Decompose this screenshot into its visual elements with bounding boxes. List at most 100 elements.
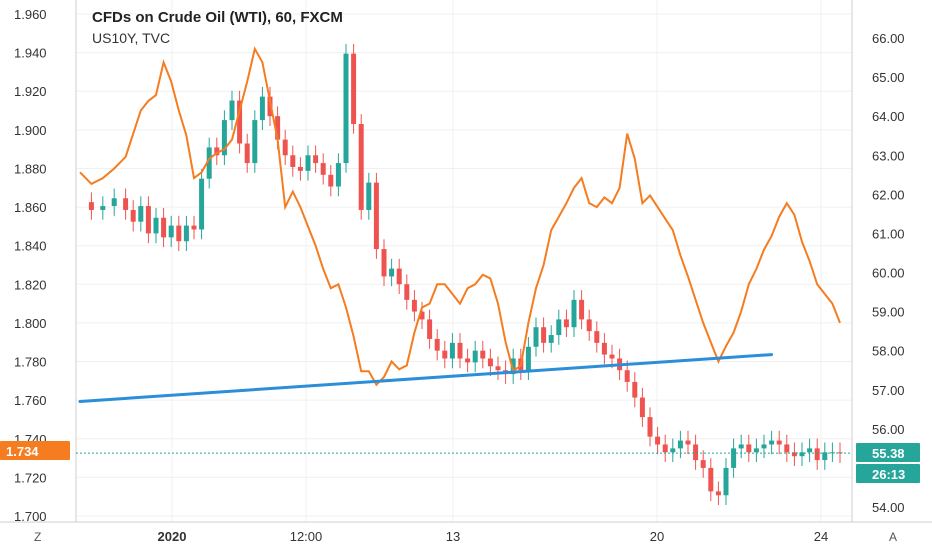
crude-oil-candles[interactable]	[88, 43, 843, 506]
right-tick-label: 62.00	[872, 187, 905, 202]
candle-body	[510, 358, 516, 375]
candle-body	[88, 202, 94, 210]
candle-body	[404, 284, 410, 300]
candle-body	[799, 452, 805, 457]
time-axis-ticks[interactable]: 2020 12:00 13 20 24	[158, 529, 829, 544]
time-tick-label: 20	[650, 529, 664, 544]
candle-body	[647, 417, 653, 437]
candle-body	[746, 444, 752, 453]
candle-body	[624, 370, 630, 382]
candle-body	[206, 147, 212, 179]
candle-body	[822, 452, 828, 461]
auto-scale-button[interactable]: A	[880, 526, 910, 546]
candle-body	[548, 335, 554, 343]
time-tick-label: 13	[446, 529, 460, 544]
candle-body	[639, 397, 645, 418]
chart-subtitle: US10Y, TVC	[92, 30, 170, 46]
candle-body	[199, 178, 205, 230]
right-tick-label: 63.00	[872, 148, 905, 163]
vertical-gridlines	[171, 0, 822, 522]
countdown-badge-label: 26:13	[872, 467, 905, 482]
candle-body	[111, 198, 117, 207]
candle-body	[434, 338, 440, 351]
left-tick-label: 1.920	[14, 84, 47, 99]
candle-body	[541, 327, 547, 343]
left-price-badge-label: 1.734	[6, 444, 39, 459]
right-tick-label: 60.00	[872, 266, 905, 281]
candle-body	[366, 182, 372, 210]
candle-body	[252, 120, 258, 164]
candle-body	[183, 225, 189, 242]
candle-body	[487, 358, 493, 367]
right-price-badge-label: 55.38	[872, 446, 905, 461]
left-tick-label: 1.820	[14, 277, 47, 292]
candle-body	[161, 217, 167, 238]
chart-title: CFDs on Crude Oil (WTI), 60, FXCM	[92, 9, 343, 26]
candle-body	[123, 198, 129, 210]
time-tick-label: 2020	[158, 529, 187, 544]
support-trendline[interactable]	[78, 353, 774, 403]
candle-body	[632, 381, 638, 398]
left-price-badge: 1.734	[0, 441, 70, 460]
candle-body	[670, 448, 676, 453]
time-tick-label: 24	[814, 529, 828, 544]
candle-body	[533, 327, 539, 347]
candle-body	[776, 440, 782, 445]
right-tick-label: 65.00	[872, 70, 905, 85]
left-tick-label: 1.880	[14, 161, 47, 176]
candle-body	[373, 182, 379, 250]
right-tick-label: 56.00	[872, 422, 905, 437]
candle-body	[259, 96, 265, 121]
right-axis-ticks[interactable]: 66.00 65.00 64.00 63.00 62.00 61.00 60.00 59.00…	[872, 31, 905, 515]
candle-body	[176, 225, 182, 242]
candle-body	[267, 96, 273, 117]
candle-body	[130, 209, 136, 222]
candle-body	[100, 206, 106, 210]
candle-body	[594, 331, 600, 343]
candle-body	[282, 139, 288, 156]
candle-body	[784, 444, 790, 453]
candle-body	[191, 225, 197, 230]
candle-body	[807, 448, 813, 453]
candle-body	[472, 350, 478, 363]
candle-body	[579, 299, 585, 320]
candle-body	[609, 354, 615, 359]
candle-body	[290, 155, 296, 167]
left-tick-label: 1.780	[14, 355, 47, 370]
us10y-line[interactable]	[79, 46, 841, 387]
candle-body	[358, 123, 364, 210]
candle-body	[442, 350, 448, 359]
left-tick-label: 1.940	[14, 46, 47, 61]
candle-body	[389, 268, 395, 277]
candle-body	[465, 358, 471, 363]
candle-body	[145, 206, 151, 234]
right-price-badge: 55.38	[856, 443, 920, 462]
candle-body	[814, 448, 820, 461]
candle-body	[525, 346, 531, 371]
candle-body	[556, 319, 562, 336]
candle-body	[237, 100, 243, 144]
candle-body	[495, 366, 501, 371]
timezone-button-label: Z	[34, 530, 41, 544]
right-tick-label: 54.00	[872, 500, 905, 515]
candle-body	[313, 155, 319, 164]
candle-body	[153, 217, 159, 234]
timezone-button[interactable]: Z	[24, 526, 54, 546]
candle-body	[715, 491, 721, 496]
candle-body	[791, 452, 797, 457]
candle-body	[320, 163, 326, 175]
candle-body	[655, 436, 661, 445]
candle-body	[723, 467, 729, 496]
candle-body	[693, 444, 699, 461]
right-tick-label: 58.00	[872, 344, 905, 359]
candle-body	[221, 120, 227, 156]
right-tick-label: 66.00	[872, 31, 905, 46]
candle-body	[351, 53, 357, 124]
candle-body	[381, 249, 387, 277]
right-tick-label: 59.00	[872, 305, 905, 320]
candle-body	[731, 448, 737, 468]
candle-body	[708, 467, 714, 492]
candle-body	[305, 155, 311, 171]
candle-body	[480, 350, 486, 359]
